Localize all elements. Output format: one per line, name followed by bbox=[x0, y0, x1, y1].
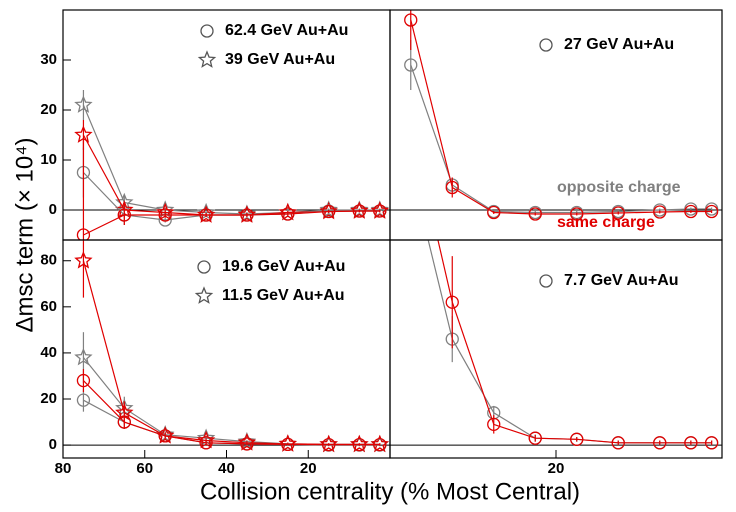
data-point bbox=[350, 200, 369, 218]
data-point bbox=[76, 228, 91, 240]
data-point bbox=[684, 436, 698, 450]
panel bbox=[390, 116, 722, 450]
fit-line bbox=[82, 104, 380, 215]
panel-frame bbox=[62, 9, 391, 241]
panel bbox=[63, 240, 390, 453]
y-tick-label: 10 bbox=[40, 151, 57, 168]
data-point bbox=[653, 436, 667, 450]
data-point bbox=[405, 163, 417, 175]
data-point bbox=[76, 393, 91, 407]
data-point bbox=[704, 204, 719, 219]
data-point bbox=[158, 208, 172, 222]
x-tick-label: 20 bbox=[548, 460, 565, 477]
data-point bbox=[278, 202, 298, 221]
data-point bbox=[117, 208, 131, 222]
data-point bbox=[322, 437, 336, 452]
y-tick-label: 20 bbox=[40, 390, 57, 407]
data-point bbox=[611, 206, 625, 220]
data-point bbox=[370, 200, 390, 218]
fit-line bbox=[83, 399, 380, 446]
panel-frame bbox=[389, 239, 723, 459]
legend-label: 27 GeV Au+Au bbox=[564, 36, 674, 53]
data-point bbox=[528, 431, 542, 445]
y-axis-label: Δmsc term (× 10⁴) bbox=[11, 137, 38, 332]
x-tick-label: 60 bbox=[136, 460, 153, 477]
data-point bbox=[199, 436, 213, 450]
panel bbox=[63, 90, 390, 240]
data-point bbox=[570, 432, 584, 446]
data-point bbox=[74, 125, 93, 143]
fit-line bbox=[83, 210, 380, 236]
data-point bbox=[237, 433, 257, 451]
data-point bbox=[319, 200, 338, 218]
annotation: same charge bbox=[557, 214, 655, 231]
y-tick-label: 40 bbox=[40, 344, 57, 361]
x-tick-label: 40 bbox=[218, 460, 235, 477]
data-point bbox=[405, 116, 417, 128]
data-point bbox=[76, 373, 91, 388]
y-tick-label: 0 bbox=[49, 436, 57, 453]
panel bbox=[390, 10, 722, 221]
x-tick-label: 80 bbox=[55, 460, 72, 477]
legend-marker bbox=[197, 50, 217, 68]
legend-label: 19.6 GeV Au+Au bbox=[222, 258, 345, 275]
data-point bbox=[684, 204, 698, 219]
legend-label: 39 GeV Au+Au bbox=[225, 51, 335, 68]
y-tick-label: 0 bbox=[49, 201, 57, 218]
data-point bbox=[240, 208, 254, 222]
data-point bbox=[404, 58, 418, 72]
legend-label: 62.4 GeV Au+Au bbox=[225, 22, 348, 39]
data-point bbox=[445, 295, 459, 309]
y-tick-label: 80 bbox=[40, 252, 57, 269]
legend-marker bbox=[194, 286, 214, 304]
data-point bbox=[445, 180, 459, 195]
legend-marker bbox=[539, 274, 553, 288]
y-tick-label: 20 bbox=[40, 101, 57, 118]
data-point bbox=[281, 437, 295, 452]
data-point bbox=[199, 208, 213, 222]
y-tick-label: 60 bbox=[40, 298, 57, 315]
data-point bbox=[373, 437, 387, 452]
data-point bbox=[528, 207, 542, 221]
data-point bbox=[74, 95, 93, 113]
y-tick-label: 30 bbox=[40, 51, 57, 68]
data-point bbox=[570, 207, 584, 221]
data-point bbox=[117, 415, 131, 429]
x-tick-label: 20 bbox=[300, 460, 317, 477]
data-point bbox=[281, 207, 295, 221]
fit-line bbox=[82, 357, 380, 445]
legend-marker bbox=[197, 260, 211, 274]
data-point bbox=[487, 205, 501, 220]
data-point bbox=[352, 204, 366, 218]
data-point bbox=[158, 429, 172, 443]
data-point bbox=[352, 437, 366, 452]
data-point bbox=[373, 204, 387, 218]
data-point bbox=[74, 251, 93, 269]
data-point bbox=[74, 347, 93, 366]
legend-label: 11.5 GeV Au+Au bbox=[222, 287, 345, 304]
data-point bbox=[653, 205, 667, 219]
data-point bbox=[237, 204, 257, 222]
data-point bbox=[611, 436, 625, 450]
legend-marker bbox=[539, 38, 553, 52]
data-point bbox=[704, 436, 719, 450]
legend-marker bbox=[200, 24, 214, 38]
legend-label: 7.7 GeV Au+Au bbox=[564, 272, 679, 289]
data-point bbox=[240, 437, 254, 451]
data-point bbox=[487, 417, 501, 432]
x-axis-label: Collision centrality (% Most Central) bbox=[200, 478, 580, 505]
data-point bbox=[404, 13, 418, 27]
annotation: opposite charge bbox=[557, 179, 681, 196]
data-point bbox=[322, 204, 336, 219]
